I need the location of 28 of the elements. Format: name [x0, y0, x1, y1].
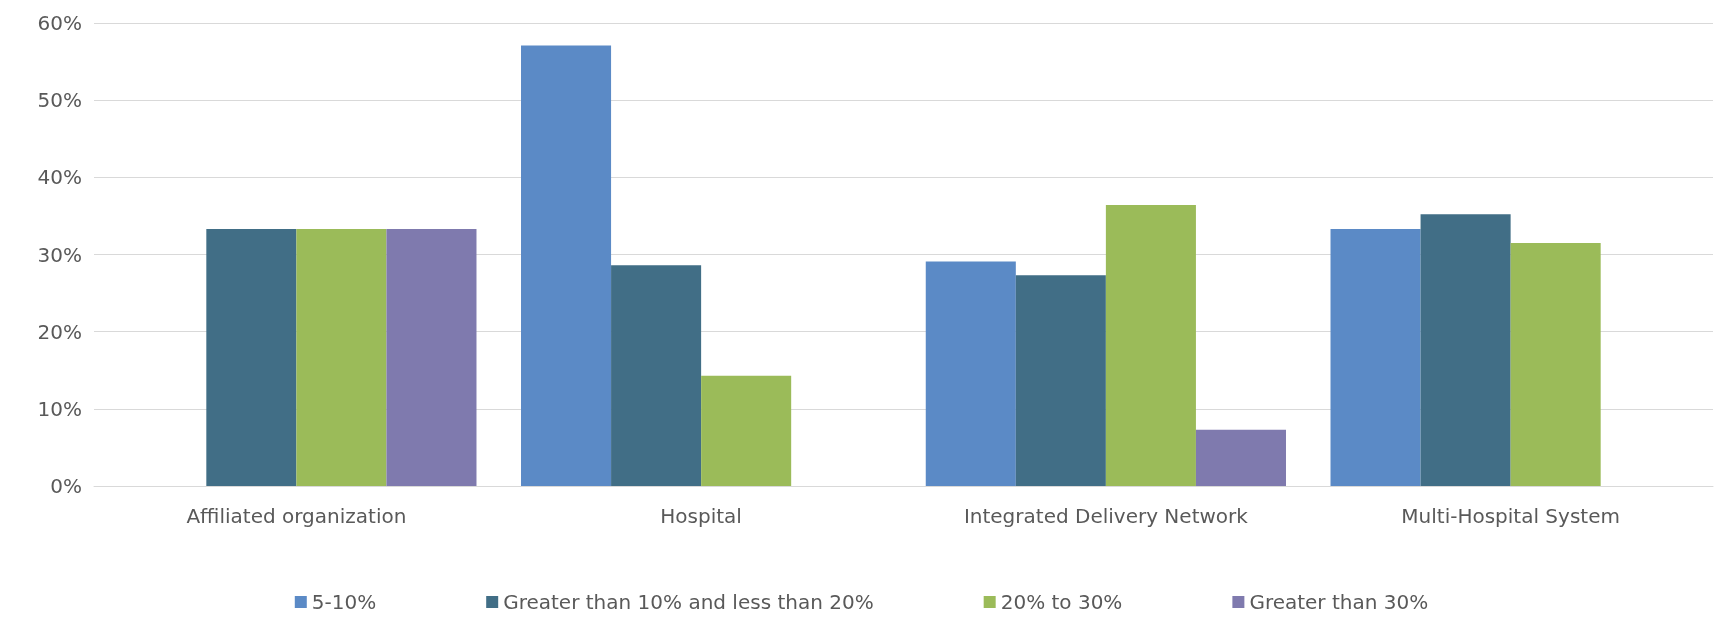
y-tick-label: 0% [50, 474, 82, 498]
legend-label: 5-10% [311, 590, 377, 614]
bar [701, 375, 792, 486]
y-tick-label: 10% [37, 396, 82, 421]
bar [206, 229, 297, 486]
bar [521, 45, 612, 486]
bar [386, 229, 477, 486]
bar [296, 229, 387, 486]
bar [1195, 429, 1286, 486]
bar [1105, 205, 1196, 486]
legend-label: 20% to 30% [1000, 590, 1123, 614]
x-tick-label: Hospital [660, 504, 742, 528]
legend-label: Greater than 10% and less than 20% [503, 590, 874, 614]
bar [925, 261, 1016, 486]
y-tick-label: 40% [37, 165, 82, 190]
legend-label: Greater than 30% [1249, 590, 1429, 614]
bar [1510, 242, 1601, 486]
x-tick-label: Multi-Hospital System [1401, 504, 1620, 528]
y-tick-label: 60% [37, 11, 82, 35]
x-tick-label: Affiliated organization [186, 504, 407, 528]
x-tick-label: Integrated Delivery Network [963, 504, 1249, 528]
bar [1420, 214, 1511, 486]
y-tick-label: 30% [37, 242, 82, 267]
bar [1015, 275, 1106, 486]
y-tick-label: 50% [37, 88, 82, 113]
bar [1330, 229, 1421, 486]
bar [611, 265, 702, 486]
y-tick-label: 20% [37, 319, 82, 344]
